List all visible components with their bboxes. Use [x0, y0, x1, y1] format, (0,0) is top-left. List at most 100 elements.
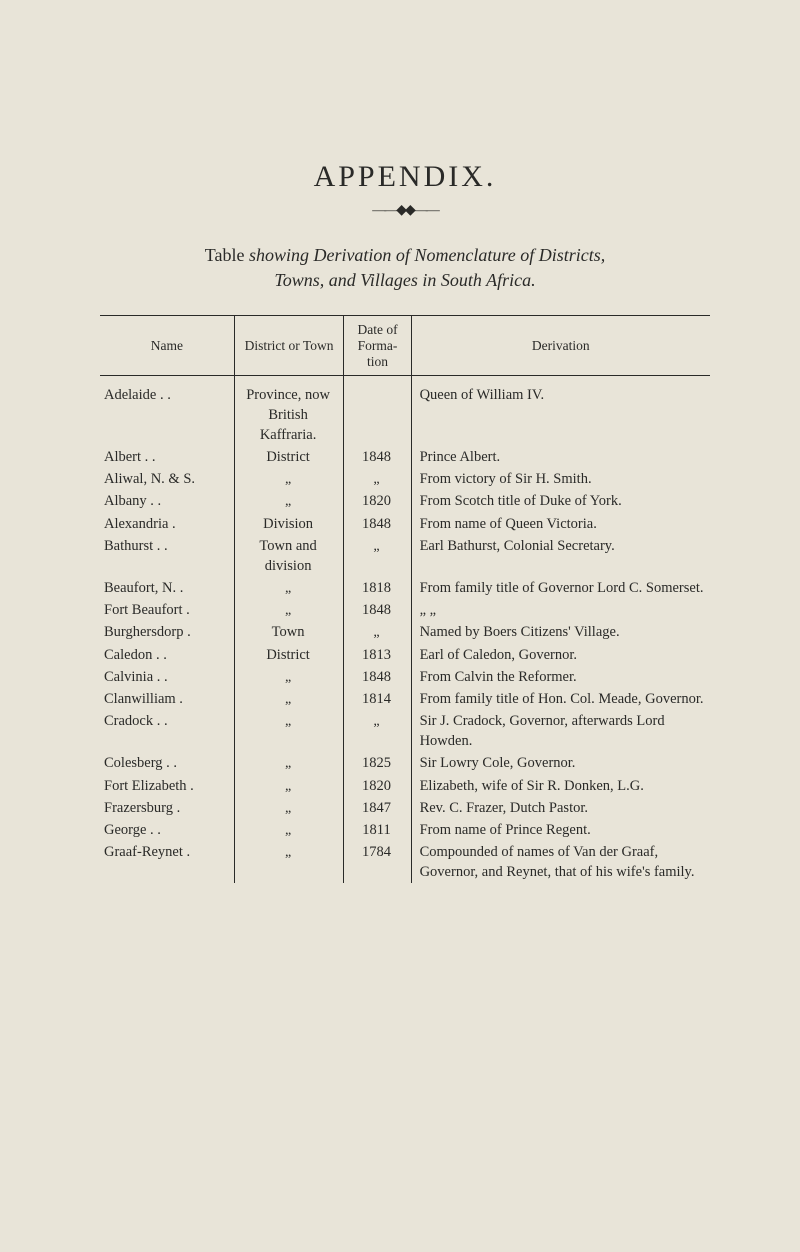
table-row: Caledon . .District1813Earl of Caledon, … [100, 644, 710, 666]
cell-district: Town [234, 621, 344, 643]
cell-name: Caledon . . [100, 644, 234, 666]
caption-rendered-1: showing Derivation of Nomenclature of Di… [249, 245, 605, 265]
cell-name: Burghersdorp . [100, 621, 234, 643]
table-row: Albany . .„1820From Scotch title of Duke… [100, 490, 710, 512]
table-row: Burghersdorp .Town„Named by Boers Citize… [100, 621, 710, 643]
cell-derivation: Prince Albert. [411, 446, 710, 468]
table-row: Cradock . .„„Sir J. Cradock, Governor, a… [100, 710, 710, 752]
cell-name: Colesberg . . [100, 752, 234, 774]
table-row: Fort Elizabeth .„1820Elizabeth, wife of … [100, 775, 710, 797]
ornament-divider: ——◆◆—— [100, 202, 710, 219]
cell-district: „ [234, 797, 344, 819]
appendix-title: APPENDIX. [100, 160, 710, 194]
table-caption: Table Table showing Derivation of Nomenc… [100, 243, 710, 293]
cell-district: „ [234, 490, 344, 512]
table-header: Name District or Town Date ofForma-tion … [100, 316, 710, 376]
cell-derivation: Compounded of names of Van der Graaf, Go… [411, 841, 710, 883]
cell-district: „ [234, 710, 344, 752]
cell-derivation: Sir J. Cradock, Governor, afterwards Lor… [411, 710, 710, 752]
cell-derivation: Earl Bathurst, Colonial Secretary. [411, 535, 710, 577]
cell-derivation: From name of Queen Victoria. [411, 513, 710, 535]
cell-name: Clanwilliam . [100, 688, 234, 710]
table-row: Clanwilliam .„1814From family title of H… [100, 688, 710, 710]
cell-date: „ [344, 535, 411, 577]
cell-date: „ [344, 710, 411, 752]
cell-district: Town and division [234, 535, 344, 577]
cell-district: „ [234, 468, 344, 490]
cell-name: Alexandria . [100, 513, 234, 535]
cell-date: 1784 [344, 841, 411, 883]
cell-name: Fort Beaufort . [100, 599, 234, 621]
caption-line-2: Towns, and Villages in South Africa. [274, 270, 535, 290]
cell-district: District [234, 644, 344, 666]
page-container: APPENDIX. ——◆◆—— Table Table showing Der… [0, 0, 800, 943]
cell-date: 1848 [344, 599, 411, 621]
header-district: District or Town [234, 316, 344, 376]
table-row: Calvinia . .„1848From Calvin the Reforme… [100, 666, 710, 688]
cell-derivation: From victory of Sir H. Smith. [411, 468, 710, 490]
cell-name: Adelaide . . [100, 384, 234, 446]
cell-district: „ [234, 752, 344, 774]
table-row: Alexandria .Division1848From name of Que… [100, 513, 710, 535]
cell-date [344, 384, 411, 446]
table-row: Beaufort, N. .„1818From family title of … [100, 577, 710, 599]
cell-derivation: Sir Lowry Cole, Governor. [411, 752, 710, 774]
table-row: Graaf-Reynet .„1784Compounded of names o… [100, 841, 710, 883]
cell-derivation: From Calvin the Reformer. [411, 666, 710, 688]
table-body: Adelaide . .Province, now British Kaffra… [100, 376, 710, 884]
cell-date: 1814 [344, 688, 411, 710]
header-row: Name District or Town Date ofForma-tion … [100, 316, 710, 376]
cell-name: Beaufort, N. . [100, 577, 234, 599]
table-row: Bathurst . .Town and division„Earl Bathu… [100, 535, 710, 577]
cell-district: „ [234, 841, 344, 883]
cell-name: Calvinia . . [100, 666, 234, 688]
cell-derivation: Earl of Caledon, Governor. [411, 644, 710, 666]
cell-name: Fort Elizabeth . [100, 775, 234, 797]
header-name: Name [100, 316, 234, 376]
cell-derivation: From family title of Governor Lord C. So… [411, 577, 710, 599]
cell-name: Cradock . . [100, 710, 234, 752]
cell-derivation: From Scotch title of Duke of York. [411, 490, 710, 512]
cell-district: „ [234, 666, 344, 688]
cell-district: „ [234, 688, 344, 710]
table-row: Albert . .District1848Prince Albert. [100, 446, 710, 468]
cell-derivation: From name of Prince Regent. [411, 819, 710, 841]
table-row: Aliwal, N. & S.„„From victory of Sir H. … [100, 468, 710, 490]
cell-name: Albany . . [100, 490, 234, 512]
table-row: Colesberg . .„1825Sir Lowry Cole, Govern… [100, 752, 710, 774]
cell-name: Albert . . [100, 446, 234, 468]
cell-name: George . . [100, 819, 234, 841]
cell-date: 1820 [344, 775, 411, 797]
nomenclature-table: Name District or Town Date ofForma-tion … [100, 315, 710, 883]
cell-name: Aliwal, N. & S. [100, 468, 234, 490]
cell-name: Bathurst . . [100, 535, 234, 577]
cell-date: 1818 [344, 577, 411, 599]
cell-date: 1825 [344, 752, 411, 774]
cell-district: „ [234, 577, 344, 599]
cell-derivation: Rev. C. Frazer, Dutch Pastor. [411, 797, 710, 819]
table-row: Adelaide . .Province, now British Kaffra… [100, 384, 710, 446]
cell-date: „ [344, 468, 411, 490]
caption-lead: Table [205, 245, 245, 265]
cell-date: 1847 [344, 797, 411, 819]
table-row: Fort Beaufort .„1848 „ „ [100, 599, 710, 621]
cell-derivation: From family title of Hon. Col. Meade, Go… [411, 688, 710, 710]
cell-district: District [234, 446, 344, 468]
cell-derivation: Named by Boers Citizens' Village. [411, 621, 710, 643]
cell-derivation: „ „ [411, 599, 710, 621]
cell-name: Graaf-Reynet . [100, 841, 234, 883]
table-row: George . .„1811From name of Prince Regen… [100, 819, 710, 841]
header-date: Date ofForma-tion [344, 316, 411, 376]
cell-date: 1848 [344, 513, 411, 535]
cell-district: „ [234, 599, 344, 621]
cell-date: 1848 [344, 446, 411, 468]
cell-district: „ [234, 819, 344, 841]
cell-date: „ [344, 621, 411, 643]
cell-date: 1813 [344, 644, 411, 666]
spacer-row [100, 376, 710, 385]
cell-date: 1848 [344, 666, 411, 688]
cell-derivation: Queen of William IV. [411, 384, 710, 446]
cell-name: Frazersburg . [100, 797, 234, 819]
header-derivation: Derivation [411, 316, 710, 376]
cell-date: 1811 [344, 819, 411, 841]
